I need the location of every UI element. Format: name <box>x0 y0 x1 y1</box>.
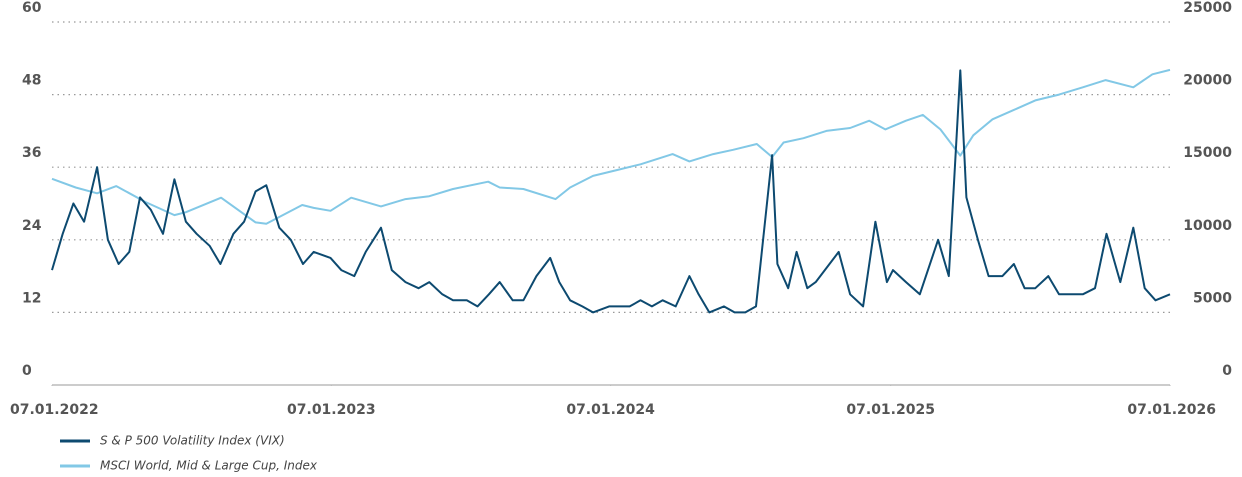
y2-tick-label: 0 <box>1222 363 1232 379</box>
x-tick-label: 07.01.2024 <box>566 402 655 418</box>
series-line <box>51 68 1171 225</box>
y2-tick-label: 5000 <box>1193 290 1232 306</box>
y-tick-label: 60 <box>22 0 42 16</box>
y-tick-label: 12 <box>22 290 41 306</box>
x-tick-label: 07.01.2026 <box>1127 402 1216 418</box>
y-tick-label: 24 <box>22 218 42 234</box>
x-tick-label: 07.01.2022 <box>10 402 99 418</box>
y2-tick-label: 10000 <box>1183 218 1232 234</box>
y2-tick-label: 15000 <box>1183 145 1232 161</box>
legend-label: MSCI World, Mid & Large Cup, Index <box>100 459 318 473</box>
y2-tick-label: 20000 <box>1183 73 1232 89</box>
x-tick-label: 07.01.2025 <box>846 402 935 418</box>
y-tick-label: 48 <box>22 73 41 89</box>
x-tick-label: 07.01.2023 <box>287 402 376 418</box>
legend-label: S & P 500 Volatility Index (VIX) <box>100 434 285 448</box>
series-line <box>51 69 1171 314</box>
y-tick-label: 36 <box>22 145 41 161</box>
y2-tick-label: 25000 <box>1183 0 1232 16</box>
y-tick-label: 0 <box>22 363 32 379</box>
